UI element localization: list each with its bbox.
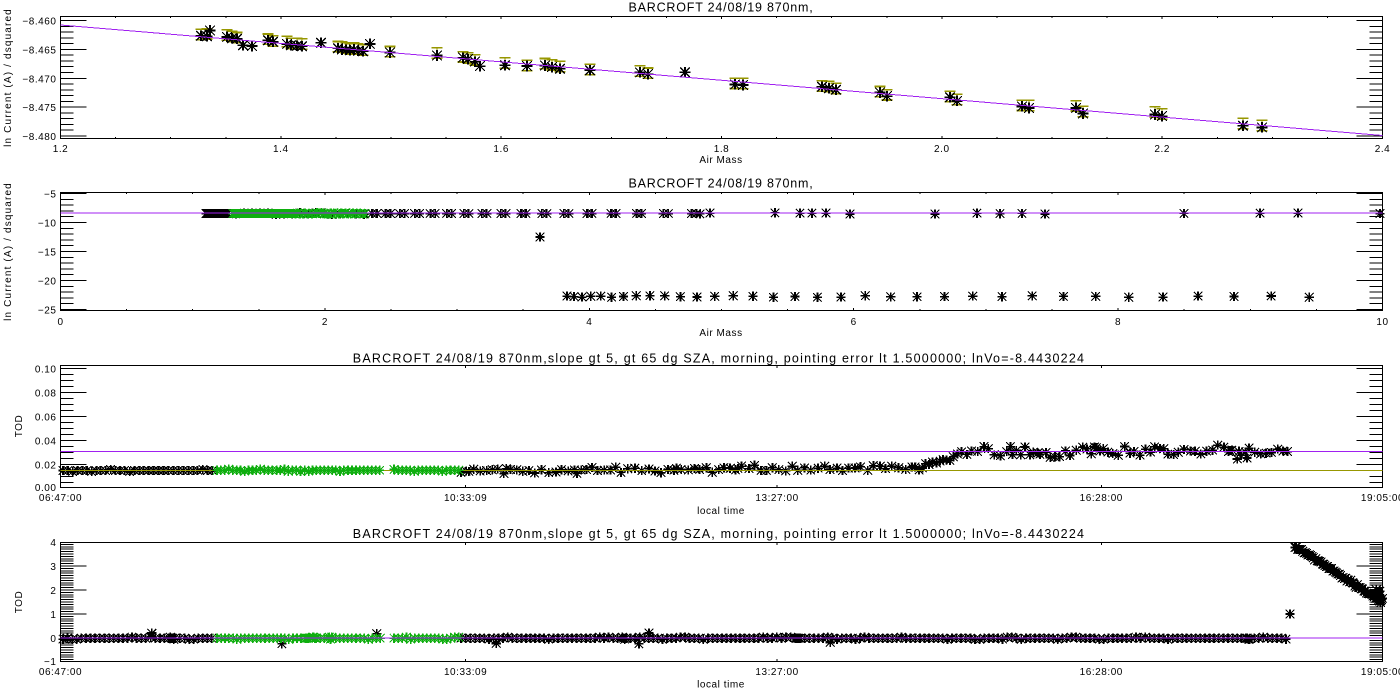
- svg-text:ln Current (A) / dsquared: ln Current (A) / dsquared: [3, 182, 14, 321]
- svg-text:2: 2: [50, 586, 56, 597]
- svg-text:1.6: 1.6: [493, 144, 509, 155]
- svg-text:−20: −20: [38, 277, 57, 288]
- svg-text:1.2: 1.2: [53, 144, 69, 155]
- svg-text:−8.480: −8.480: [22, 132, 56, 143]
- svg-text:BARCROFT 24/08/19 870nm,slope: BARCROFT 24/08/19 870nm,slope gt 5, gt 6…: [353, 352, 1085, 366]
- svg-text:BARCROFT 24/08/19 870nm,: BARCROFT 24/08/19 870nm,: [628, 177, 813, 191]
- svg-text:13:27:00: 13:27:00: [755, 667, 798, 678]
- svg-text:ln Current (A) / dsquared: ln Current (A) / dsquared: [3, 8, 14, 147]
- svg-text:2.0: 2.0: [934, 144, 950, 155]
- svg-text:10:33:09: 10:33:09: [444, 667, 487, 678]
- svg-text:4: 4: [50, 538, 56, 549]
- svg-text:−5: −5: [44, 190, 57, 201]
- svg-text:19:05:00: 19:05:00: [1361, 493, 1400, 504]
- svg-text:6: 6: [851, 317, 857, 328]
- svg-text:local time: local time: [697, 506, 745, 517]
- svg-text:Air Mass: Air Mass: [699, 155, 742, 166]
- svg-text:06:47:00: 06:47:00: [39, 493, 82, 504]
- svg-text:8: 8: [1115, 317, 1121, 328]
- svg-text:10:33:09: 10:33:09: [444, 493, 487, 504]
- svg-text:−8.465: −8.465: [22, 45, 56, 56]
- svg-text:−15: −15: [38, 248, 57, 259]
- svg-text:0.10: 0.10: [35, 365, 57, 376]
- svg-text:−1: −1: [44, 657, 57, 668]
- svg-text:BARCROFT 24/08/19 870nm,: BARCROFT 24/08/19 870nm,: [628, 1, 813, 15]
- svg-text:16:28:00: 16:28:00: [1080, 667, 1123, 678]
- svg-text:1.4: 1.4: [273, 144, 289, 155]
- svg-text:16:28:00: 16:28:00: [1080, 493, 1123, 504]
- svg-text:BARCROFT 24/08/19 870nm,slope: BARCROFT 24/08/19 870nm,slope gt 5, gt 6…: [353, 527, 1085, 541]
- svg-text:0.06: 0.06: [35, 413, 57, 424]
- svg-text:1.8: 1.8: [714, 144, 730, 155]
- svg-text:0: 0: [50, 634, 56, 645]
- svg-text:2.2: 2.2: [1154, 144, 1170, 155]
- svg-text:4: 4: [586, 317, 592, 328]
- svg-text:−8.460: −8.460: [22, 17, 56, 28]
- svg-text:Air Mass: Air Mass: [699, 328, 742, 339]
- svg-text:0.08: 0.08: [35, 389, 57, 400]
- svg-text:−25: −25: [38, 306, 57, 317]
- svg-text:0: 0: [57, 317, 63, 328]
- svg-text:13:27:00: 13:27:00: [755, 493, 798, 504]
- svg-text:−8.475: −8.475: [22, 103, 56, 114]
- svg-text:2.4: 2.4: [1375, 144, 1391, 155]
- svg-text:−10: −10: [38, 219, 57, 230]
- svg-text:0.00: 0.00: [35, 483, 57, 494]
- svg-text:−8.470: −8.470: [22, 74, 56, 85]
- svg-text:0.04: 0.04: [35, 437, 57, 448]
- svg-text:06:47:00: 06:47:00: [39, 667, 82, 678]
- svg-text:3: 3: [50, 562, 56, 573]
- svg-text:0.02: 0.02: [35, 461, 57, 472]
- svg-text:2: 2: [322, 317, 328, 328]
- svg-text:10: 10: [1376, 317, 1388, 328]
- svg-text:local time: local time: [697, 680, 745, 691]
- svg-text:1: 1: [50, 610, 56, 621]
- svg-text:TOD: TOD: [14, 415, 25, 438]
- svg-text:TOD: TOD: [14, 591, 25, 614]
- svg-text:19:05:00: 19:05:00: [1361, 667, 1400, 678]
